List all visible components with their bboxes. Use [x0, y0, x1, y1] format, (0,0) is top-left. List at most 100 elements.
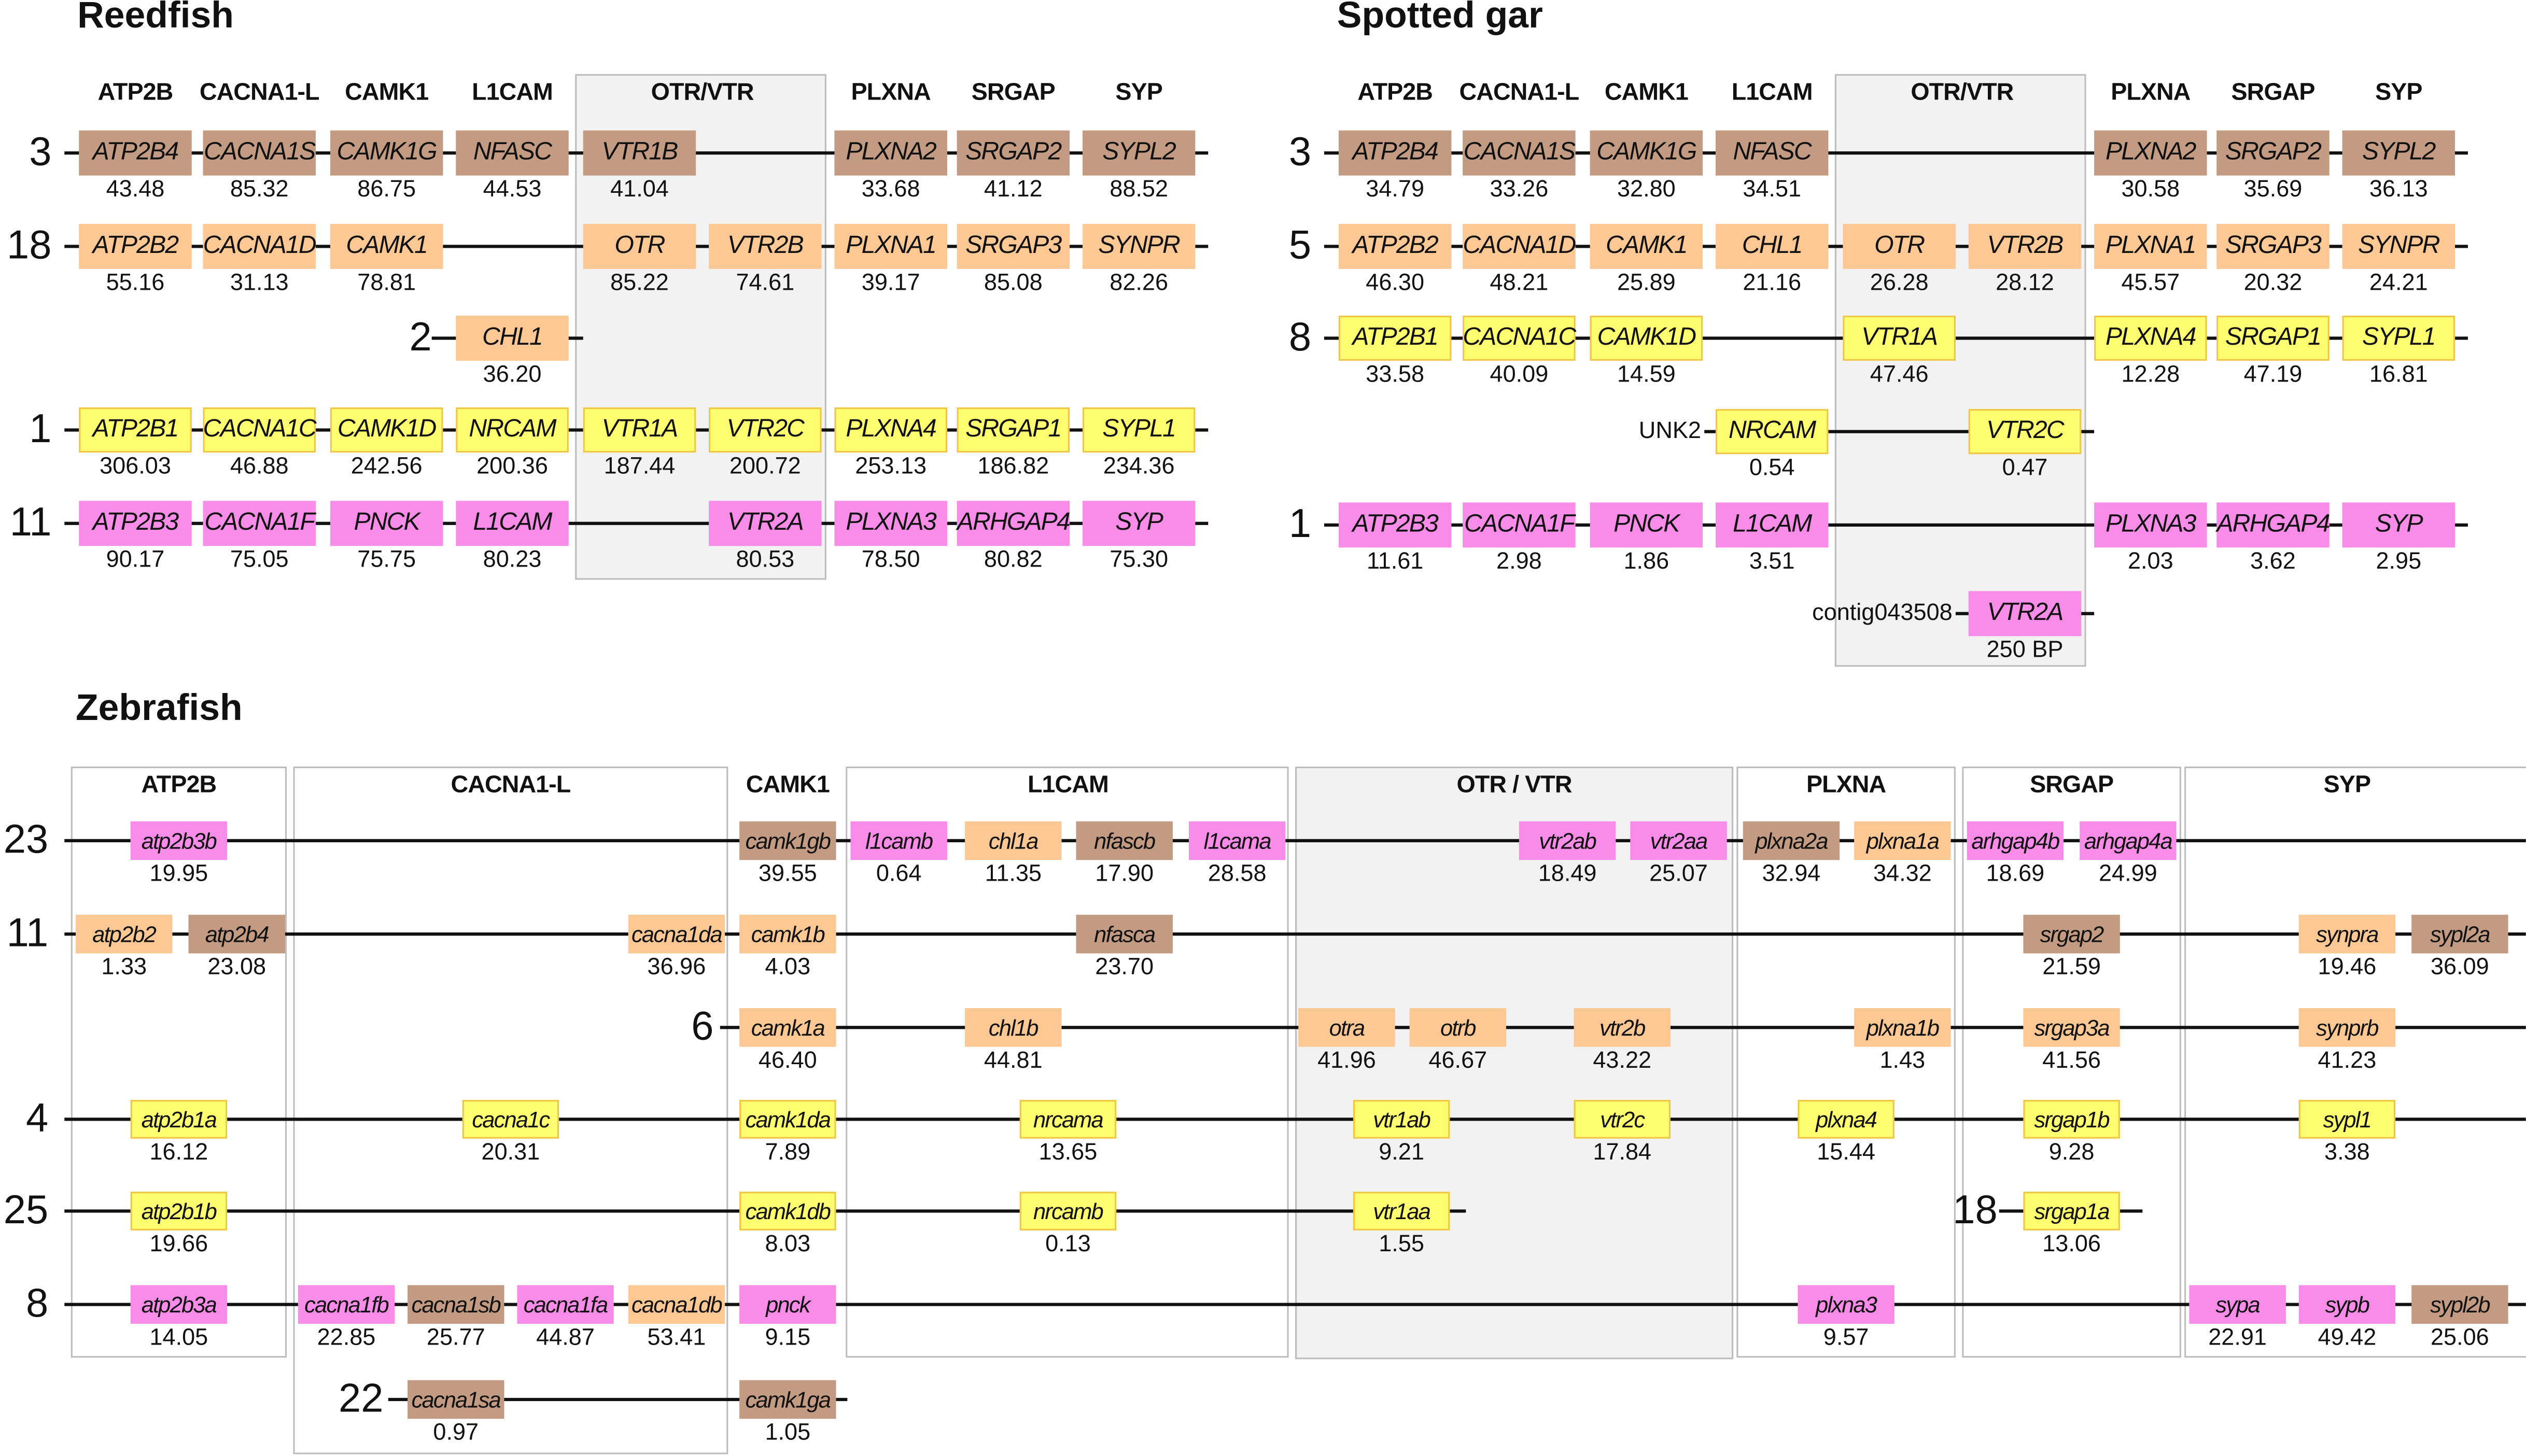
gene-value: 44.53 — [483, 177, 542, 203]
gene-box: SYNPR — [1082, 223, 1196, 269]
gene-value: 41.04 — [610, 177, 669, 203]
gar-chromosome-label: 3 — [1288, 130, 1312, 175]
gene-box: VTR1A — [1843, 315, 1956, 361]
gene-box: vtr2c — [1574, 1100, 1671, 1139]
gene-box: srgap1a — [2023, 1192, 2120, 1231]
gene-value: 44.87 — [536, 1325, 595, 1351]
reedfish-chromosome-label: 3 — [29, 130, 52, 175]
gene-value: 24.21 — [2369, 270, 2428, 296]
gene-box: CHL1 — [1715, 223, 1829, 269]
gene-box: NFASC — [456, 130, 569, 176]
gene-value: 8.03 — [765, 1232, 811, 1258]
gene-box: ATP2B2 — [1338, 223, 1452, 269]
gene-value: 200.36 — [476, 454, 548, 480]
gene-box: PLXNA3 — [2094, 502, 2207, 548]
gene-value: 15.44 — [1817, 1140, 1876, 1166]
gene-value: 80.23 — [483, 547, 542, 574]
gene-value: 41.96 — [1317, 1048, 1376, 1075]
zebrafish-chromosome-label: 8 — [26, 1281, 49, 1326]
gene-value: 28.12 — [1996, 270, 2054, 296]
zebrafish-chromosome-label: 23 — [3, 817, 49, 863]
gene-value: 13.65 — [1039, 1140, 1098, 1166]
gene-box: l1camb — [850, 821, 947, 860]
gene-box: ATP2B4 — [79, 130, 192, 176]
gene-box: SYPL2 — [1082, 130, 1196, 176]
gene-box: otrb — [1409, 1008, 1507, 1047]
gene-value: 1.05 — [765, 1420, 811, 1447]
gene-box: camk1db — [739, 1192, 836, 1231]
gene-box: L1CAM — [1715, 502, 1829, 548]
gene-box: vtr2b — [1574, 1008, 1671, 1047]
gar-chromosome-line — [1324, 151, 2468, 155]
gene-value: 25.89 — [1617, 270, 1676, 296]
gene-value: 9.28 — [2048, 1140, 2095, 1166]
gar-chromosome-line — [1324, 523, 2468, 527]
gene-box: PLXNA2 — [2094, 130, 2207, 176]
gene-value: 253.13 — [855, 454, 927, 480]
gene-value: 3.62 — [2250, 549, 2296, 575]
gene-box: nrcamb — [1019, 1192, 1117, 1231]
gene-value: 25.07 — [1649, 861, 1708, 887]
gar-header-syp: SYP — [2375, 79, 2422, 107]
gene-box: PNCK — [330, 501, 443, 546]
gene-box: CACNA1S — [203, 130, 316, 176]
zebrafish-title: Zebrafish — [76, 686, 243, 728]
zebrafish-gene-group-box — [293, 766, 728, 1454]
gene-value: 44.81 — [984, 1048, 1043, 1075]
gene-value: 16.81 — [2369, 362, 2428, 388]
gene-value: 1.43 — [1879, 1048, 1926, 1075]
zebrafish-gene-group-box — [2184, 766, 2526, 1358]
zebrafish-gene-group-box — [1962, 766, 2181, 1358]
zebrafish-chromosome-label: 25 — [3, 1188, 49, 1233]
gene-value: 200.72 — [729, 454, 801, 480]
gene-value: 21.16 — [1743, 270, 1802, 296]
zebrafish-header-atp2b: ATP2B — [141, 771, 217, 799]
gene-value: 80.82 — [984, 547, 1043, 574]
gene-value: 85.08 — [984, 270, 1043, 296]
gene-value: 242.56 — [350, 454, 423, 480]
gar-header-camk1: CAMK1 — [1604, 79, 1689, 107]
zebrafish-header-plxna: PLXNA — [1806, 771, 1886, 799]
gene-value: 55.16 — [106, 270, 165, 296]
gene-box: NRCAM — [456, 407, 569, 453]
reedfish-chromosome-label: 18 — [7, 223, 52, 268]
gene-box: otra — [1298, 1008, 1395, 1047]
gene-box: cacna1c — [462, 1100, 559, 1139]
zebrafish-chromosome-line — [64, 1303, 2526, 1306]
gene-box: nrcama — [1019, 1100, 1117, 1139]
gene-box: srgap3a — [2023, 1008, 2120, 1047]
gar-header-l1cam: L1CAM — [1731, 79, 1813, 107]
gar-header-atp2b: ATP2B — [1357, 79, 1433, 107]
gar-chromosome-label: 1 — [1288, 501, 1312, 547]
gene-box: l1cama — [1188, 821, 1286, 860]
gene-value: 12.28 — [2121, 362, 2180, 388]
gene-box: VTR2C — [709, 407, 822, 453]
gene-box: CACNA1C — [1463, 315, 1576, 361]
gene-box: ATP2B4 — [1338, 130, 1452, 176]
gene-box: SRGAP1 — [2216, 315, 2329, 361]
gene-box: CHL1 — [456, 315, 569, 361]
gene-value: 82.26 — [1110, 270, 1169, 296]
gene-box: CACNA1S — [1463, 130, 1576, 176]
gene-box: ATP2B3 — [79, 501, 192, 546]
reedfish-header-plxna: PLXNA — [851, 79, 931, 107]
gene-value: 19.66 — [149, 1232, 208, 1258]
gene-value: 75.75 — [357, 547, 416, 574]
gene-box: ATP2B1 — [79, 407, 192, 453]
gene-box: VTR2B — [709, 223, 822, 269]
gene-box: camk1da — [739, 1100, 836, 1139]
gene-box: chl1b — [965, 1008, 1062, 1047]
gene-value: 250 BP — [1986, 638, 2064, 664]
gene-box: srgap2 — [2023, 914, 2120, 954]
gene-value: 14.59 — [1617, 362, 1676, 388]
gene-box: PLXNA3 — [834, 501, 947, 546]
gar-chromosome-line — [1704, 430, 2095, 433]
gene-value: 33.68 — [861, 177, 920, 203]
gene-box: CAMK1G — [330, 130, 443, 176]
gene-box: atp2b1b — [130, 1192, 228, 1231]
gene-box: NRCAM — [1715, 409, 1829, 455]
gene-value: 75.30 — [1110, 547, 1169, 574]
gene-box: SYP — [2342, 502, 2455, 548]
gene-box: cacna1db — [628, 1285, 725, 1324]
gene-box: srgap1b — [2023, 1100, 2120, 1139]
